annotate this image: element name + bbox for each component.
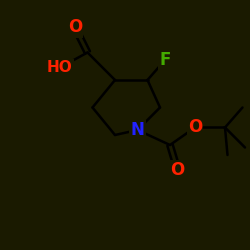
Text: O: O (68, 18, 82, 36)
Text: HO: HO (47, 60, 73, 75)
Text: F: F (159, 51, 171, 69)
Text: O: O (188, 118, 202, 136)
Text: N: N (130, 121, 144, 139)
Text: O: O (170, 161, 184, 179)
